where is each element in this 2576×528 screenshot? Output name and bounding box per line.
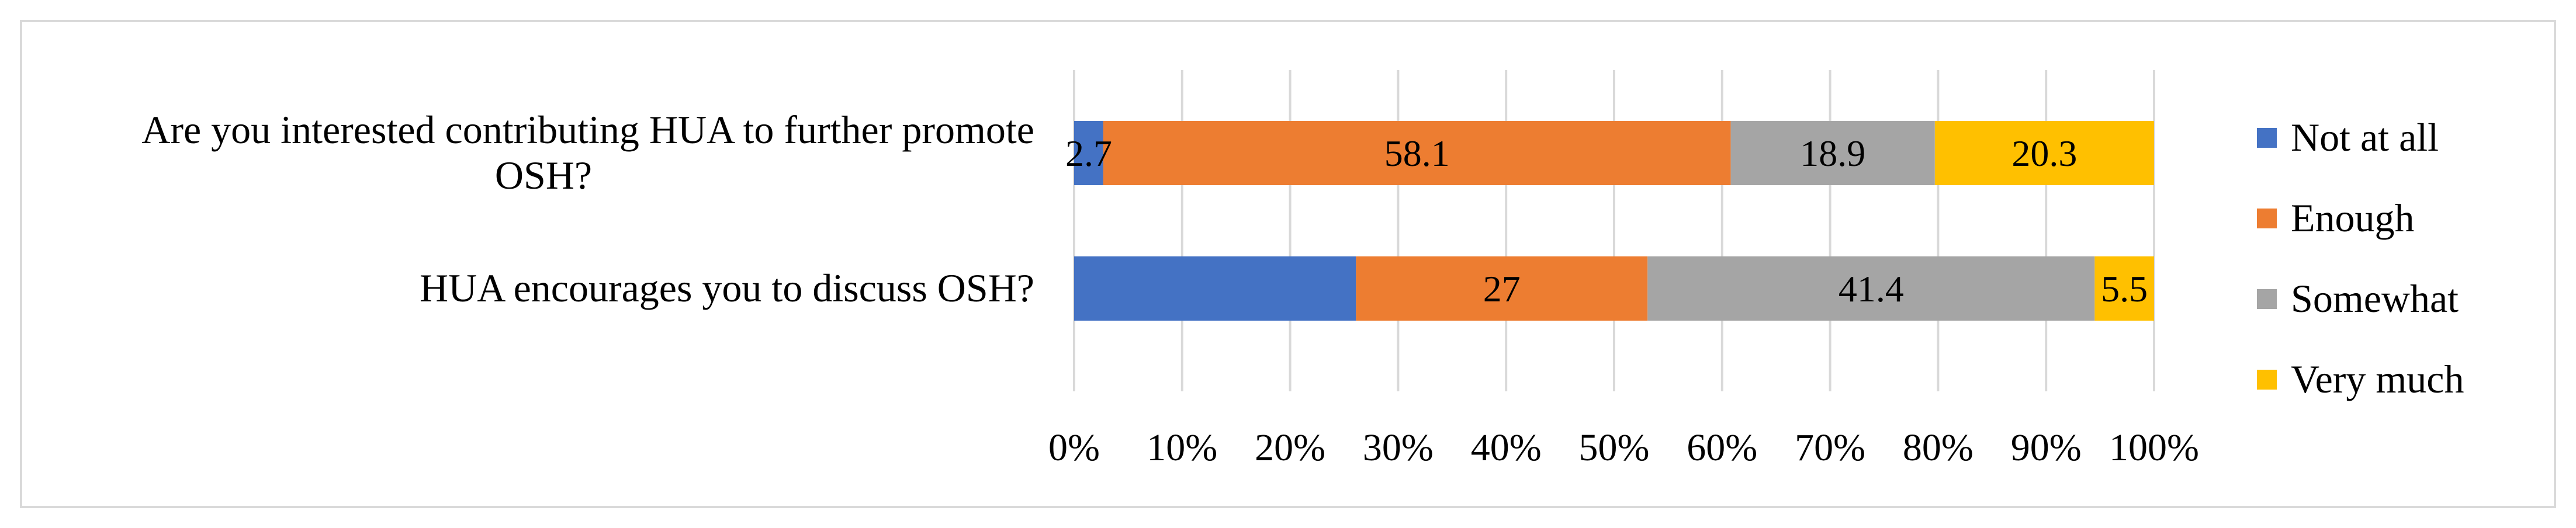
legend-label: Not at all xyxy=(2291,115,2439,159)
data-label: 2.7 xyxy=(1065,133,1112,174)
bar-segment xyxy=(1074,256,1356,321)
bar-segment xyxy=(1730,121,1935,185)
bar-segment xyxy=(1647,256,2095,321)
x-tick-label: 50% xyxy=(1579,426,1650,469)
category-label: HUA encourages you to discuss OSH? xyxy=(420,266,1034,310)
data-label: 27 xyxy=(1483,268,1521,310)
category-labels: Are you interested contributing HUA to f… xyxy=(141,107,1034,310)
bar-segment xyxy=(2094,256,2154,321)
x-tick-label: 70% xyxy=(1795,426,1865,469)
x-tick-label: 0% xyxy=(1048,426,1100,469)
x-tick-label: 60% xyxy=(1687,426,1757,469)
bars xyxy=(1074,121,2154,321)
data-label: 5.5 xyxy=(2101,268,2148,310)
category-label: OSH? xyxy=(495,153,592,197)
x-axis-tick-labels: 0% 10% 20% 30% 40% 50% 60% 70% 80% 90% 100% xyxy=(1048,426,2199,469)
category-label: Are you interested contributing HUA to f… xyxy=(141,107,1034,152)
x-tick-label: 40% xyxy=(1471,426,1542,469)
legend-swatch xyxy=(2257,209,2277,228)
data-label: 58.1 xyxy=(1384,133,1450,174)
data-label: 41.4 xyxy=(1838,268,1904,310)
legend-label: Very much xyxy=(2291,357,2464,401)
bar-segment xyxy=(1356,256,1648,321)
x-tick-label: 20% xyxy=(1255,426,1325,469)
x-tick-label: 80% xyxy=(1903,426,1973,469)
bar-segment xyxy=(1103,121,1731,185)
legend-swatch xyxy=(2257,128,2277,148)
legend: Not at all Enough Somewhat Very much xyxy=(2257,115,2464,401)
legend-swatch xyxy=(2257,289,2277,309)
data-label: 18.9 xyxy=(1800,133,1865,174)
data-labels: 2.7 58.1 18.9 20.3 27 41.4 5.5 xyxy=(1065,133,2148,310)
x-tick-label: 100% xyxy=(2109,426,2199,469)
bar-segment xyxy=(1074,121,1103,185)
data-label: 20.3 xyxy=(2011,133,2077,174)
legend-label: Somewhat xyxy=(2291,276,2459,321)
x-tick-label: 30% xyxy=(1363,426,1434,469)
legend-swatch xyxy=(2257,370,2277,390)
x-tick-label: 10% xyxy=(1147,426,1217,469)
x-tick-label: 90% xyxy=(2011,426,2082,469)
legend-label: Enough xyxy=(2291,196,2415,240)
bar-segment xyxy=(1934,121,2154,185)
